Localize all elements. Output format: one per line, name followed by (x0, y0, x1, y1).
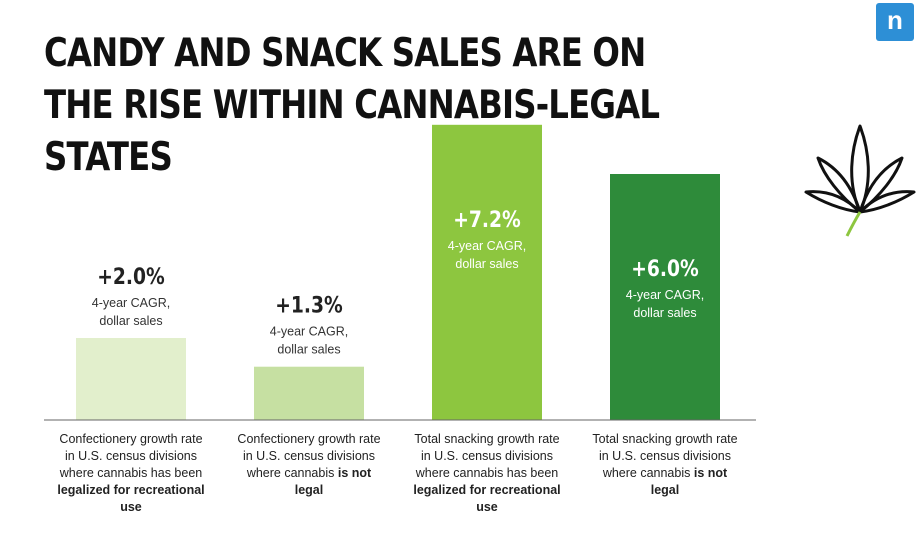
value-label-1: +2.0% (97, 264, 165, 290)
value-sublabel-3-1: 4-year CAGR, (448, 239, 527, 253)
bar-2 (254, 366, 364, 420)
page-title: CANDY AND SNACK SALES ARE ON THE RISE WI… (44, 31, 660, 180)
value-sublabel-4-1: 4-year CAGR, (626, 288, 705, 302)
bar-1 (76, 338, 186, 420)
value-label-4: +6.0% (631, 256, 699, 282)
bar-3 (432, 124, 542, 421)
value-sublabel-2-2: dollar sales (277, 343, 340, 357)
value-sublabel-1-1: 4-year CAGR, (92, 296, 171, 310)
category-emphasis-4: is not legal (650, 466, 728, 497)
value-sublabel-3-2: dollar sales (455, 257, 518, 271)
value-sublabel-2-1: 4-year CAGR, (270, 325, 349, 339)
category-emphasis-3: legalized for recreational use (413, 483, 561, 514)
category-label-4: Total snacking growth rate in U.S. censu… (592, 432, 738, 497)
cannabis-leaf-icon (804, 124, 916, 237)
bar-4 (610, 174, 720, 420)
category-label-1: Confectionery growth rate in U.S. census… (57, 432, 205, 514)
category-emphasis-2: is not legal (294, 466, 372, 497)
category-emphasis-1: legalized for recreational use (57, 483, 205, 514)
category-label-3: Total snacking growth rate in U.S. censu… (413, 432, 561, 514)
brand-logo: n (876, 3, 914, 41)
value-sublabel-1-2: dollar sales (99, 314, 162, 328)
value-label-3: +7.2% (453, 206, 521, 232)
value-sublabel-4-2: dollar sales (633, 306, 696, 320)
category-label-2: Confectionery growth rate in U.S. census… (237, 432, 381, 497)
value-label-2: +1.3% (275, 292, 343, 318)
